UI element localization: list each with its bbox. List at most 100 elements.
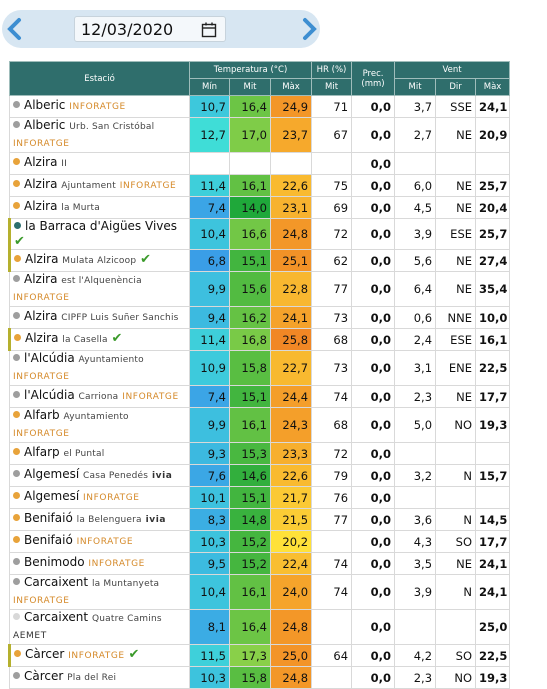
calendar-icon[interactable] bbox=[201, 22, 217, 38]
value-cell bbox=[435, 609, 477, 645]
station-place: la Muntanyeta bbox=[91, 579, 160, 589]
station-row: Alfarb Ayuntamiento INFORATGE 9,9 16,1 24,3… bbox=[9, 407, 511, 443]
value-cell: 22,6 bbox=[269, 174, 313, 197]
value-cell: 14,0 bbox=[229, 196, 271, 219]
station-cell: la Barraca d'Aigües Vives ✔ bbox=[8, 218, 190, 250]
station-row: la Barraca d'Aigües Vives ✔ 10,4 16,6 24,8 7… bbox=[8, 218, 511, 250]
status-dot bbox=[14, 222, 21, 229]
value-cell: 2,3 bbox=[394, 385, 437, 408]
station-name: Alberic bbox=[24, 98, 66, 112]
network-label: ivia bbox=[145, 515, 167, 525]
value-cell: 68 bbox=[311, 328, 353, 351]
station-row: Alberic INFORATGE 10,7 16,4 24,9 71 0,0 3,7 SSE… bbox=[9, 95, 511, 118]
header-row: Mín Mit Màx Mit Mit Dir Màx bbox=[10, 78, 511, 96]
value-cell: 0,6 bbox=[394, 306, 437, 329]
subheader-cell: Dir bbox=[435, 78, 477, 96]
value-cell: 6,8 bbox=[189, 249, 230, 272]
value-cell bbox=[475, 486, 511, 509]
value-cell: 19,3 bbox=[475, 666, 511, 689]
station-place: Pla del Rei bbox=[67, 673, 117, 683]
value-cell: 15,3 bbox=[229, 442, 271, 465]
header-cell: Temperatura (°C) bbox=[188, 61, 313, 79]
station-place: Casa Penedés bbox=[83, 471, 149, 481]
value-cell bbox=[394, 609, 437, 645]
value-cell: 0,0 bbox=[351, 152, 396, 175]
value-cell: 20,2 bbox=[269, 530, 313, 553]
station-place: Mulata Alzicoop bbox=[62, 256, 137, 266]
next-day[interactable] bbox=[296, 17, 320, 41]
value-cell: 3,9 bbox=[394, 574, 437, 610]
value-cell: 16,1 bbox=[229, 174, 271, 197]
value-cell: 3,9 bbox=[394, 218, 437, 250]
date-input[interactable]: 12/03/2020 bbox=[74, 16, 226, 42]
value-cell: 0,0 bbox=[351, 350, 396, 386]
station-row: Carcaixent la Muntanyeta INFORATGE 10,4 16… bbox=[9, 574, 511, 610]
station-name: Alzira bbox=[24, 199, 58, 213]
value-cell: 10,9 bbox=[189, 350, 230, 386]
station-name: Alzira bbox=[24, 309, 58, 323]
value-cell: 3,7 bbox=[394, 95, 437, 118]
value-cell: 6,0 bbox=[394, 174, 437, 197]
value-cell: 0,0 bbox=[351, 271, 396, 307]
network-label: INFORATGE bbox=[13, 139, 70, 149]
station-name: Algemesí bbox=[24, 467, 80, 481]
station-cell: Carcaixent Quatre Camins AEMET bbox=[9, 609, 190, 645]
station-row: Benimodo INFORATGE 9,5 15,2 22,4 74 0,0 3,5 NE 2… bbox=[9, 552, 511, 575]
value-cell: N bbox=[435, 508, 477, 531]
station-cell: Benifaió la Belenguera ivia bbox=[9, 508, 190, 531]
prev-day[interactable] bbox=[4, 17, 28, 41]
status-dot bbox=[13, 180, 20, 187]
status-dot bbox=[13, 578, 20, 585]
station-name: l'Alcúdia bbox=[24, 388, 75, 402]
value-cell: 9,9 bbox=[189, 407, 230, 443]
value-cell: 8,3 bbox=[189, 508, 230, 531]
value-cell: 24,8 bbox=[269, 609, 313, 645]
station-place: el Puntal bbox=[63, 449, 105, 459]
value-cell: 2,3 bbox=[394, 666, 437, 689]
value-cell: 62 bbox=[311, 249, 353, 272]
value-cell: 23,7 bbox=[269, 117, 313, 153]
header-cell: Vent bbox=[394, 61, 511, 79]
station-row: Càrcer Pla del Rei 10,3 15,8 24,8 0,0 2,3 NO 19… bbox=[9, 666, 511, 689]
station-row: Alzira CIPFP Luis Suñer Sanchis 9,4 16,2 24… bbox=[9, 306, 511, 329]
value-cell bbox=[394, 152, 437, 175]
value-cell: 19,3 bbox=[475, 407, 511, 443]
value-cell: 24,1 bbox=[269, 306, 313, 329]
station-cell: Alzira CIPFP Luis Suñer Sanchis bbox=[9, 306, 190, 329]
status-dot bbox=[13, 158, 20, 165]
value-cell: 22,5 bbox=[475, 350, 511, 386]
value-cell: 9,5 bbox=[189, 552, 230, 575]
subheader-cell: Mit bbox=[311, 78, 353, 96]
station-cell: Benimodo INFORATGE bbox=[9, 552, 190, 575]
stations-table: Estació Temperatura (°C) HR (%) Prec. (m… bbox=[8, 61, 511, 689]
value-cell bbox=[311, 152, 353, 175]
value-cell bbox=[394, 486, 437, 509]
station-row: Alzira II 0,0 bbox=[9, 152, 511, 175]
value-cell: 25,8 bbox=[269, 328, 313, 351]
value-cell: 72 bbox=[311, 442, 353, 465]
station-name: Benifaió bbox=[24, 511, 73, 525]
station-row: Alzira la Casella ✔ 11,4 16,8 25,8 68 0,0 2,4 E… bbox=[8, 328, 511, 351]
value-cell: 14,8 bbox=[229, 508, 271, 531]
station-name: Benifaió bbox=[24, 533, 73, 547]
station-cell: Càrcer INFORATGE ✔ bbox=[8, 644, 190, 667]
value-cell: 3,5 bbox=[394, 552, 437, 575]
value-cell: 0,0 bbox=[351, 117, 396, 153]
value-cell bbox=[229, 152, 271, 175]
status-dot bbox=[13, 558, 20, 565]
check-icon: ✔ bbox=[14, 234, 25, 249]
value-cell: NE bbox=[435, 174, 477, 197]
station-name: Càrcer bbox=[24, 669, 64, 683]
value-cell: 0,0 bbox=[351, 666, 396, 689]
station-cell: Alzira Ajuntament INFORATGE bbox=[9, 174, 190, 197]
value-cell: 7,4 bbox=[189, 385, 230, 408]
value-cell: 73 bbox=[311, 350, 353, 386]
value-cell: 24,1 bbox=[475, 95, 511, 118]
value-cell: 7,6 bbox=[189, 464, 230, 487]
value-cell: 24,8 bbox=[269, 218, 313, 250]
value-cell: 22,4 bbox=[269, 552, 313, 575]
screen: 12/03/2020 Estació Temperatura (°C) HR (… bbox=[2, 10, 511, 689]
date-nav: 12/03/2020 bbox=[2, 10, 320, 48]
value-cell: 3,2 bbox=[394, 464, 437, 487]
station-row: l'Alcúdia Ayuntamiento INFORATGE 10,9 15,8… bbox=[9, 350, 511, 386]
